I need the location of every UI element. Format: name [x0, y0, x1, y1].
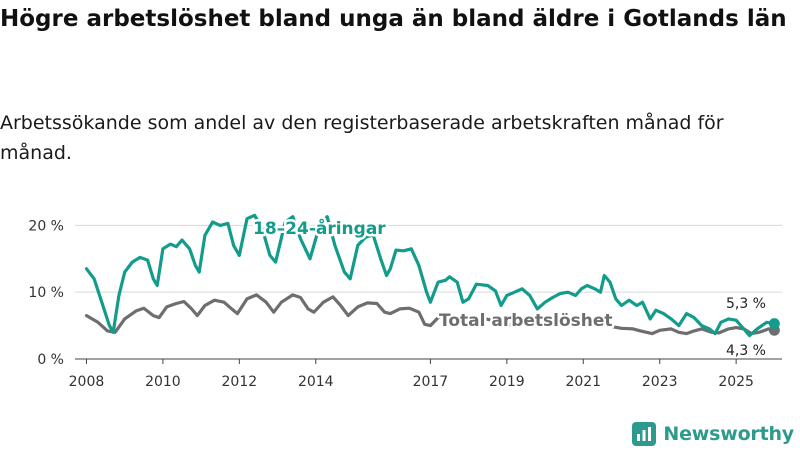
x-tick-label: 2025	[718, 374, 754, 390]
x-tick-label: 2012	[222, 374, 258, 390]
newsworthy-brand: Newsworthy	[632, 421, 794, 447]
x-tick-label: 2008	[69, 374, 105, 390]
y-tick-label: 20 %	[28, 218, 64, 234]
youth-series-name: 18–24-åringar	[253, 217, 386, 239]
y-tick-label: 10 %	[28, 285, 64, 301]
x-tick-label: 2017	[413, 374, 449, 390]
bar-chart-logo-icon	[632, 422, 657, 446]
brand-name: Newsworthy	[663, 423, 794, 445]
chart-title: Högre arbetslöshet bland unga än bland ä…	[0, 6, 787, 32]
x-tick-label: 2019	[489, 374, 525, 390]
total-series-name: Total arbetslöshet	[439, 311, 613, 331]
x-tick-label: 2023	[642, 374, 678, 390]
total-end-label: 4,3 %	[726, 343, 766, 359]
x-tick-label: 2014	[298, 374, 334, 390]
x-tick-label: 2021	[565, 374, 601, 390]
x-tick-label: 2010	[145, 374, 181, 390]
youth-end-point	[768, 318, 780, 330]
youth-end-label: 5,3 %	[726, 296, 766, 312]
y-tick-label: 0 %	[37, 352, 64, 368]
chart-subtitle: Arbetssökande som andel av den registerb…	[0, 112, 724, 164]
total-series-line	[84, 293, 776, 336]
youth-series-line	[84, 213, 776, 338]
